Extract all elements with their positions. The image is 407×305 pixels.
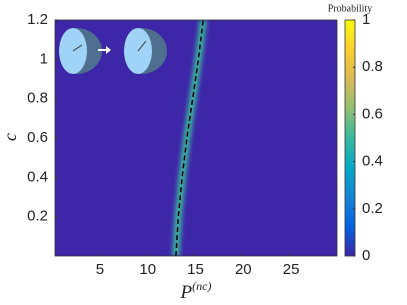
x-label-base: P bbox=[180, 282, 193, 303]
arrow bbox=[98, 46, 111, 54]
colorbar-tick-label: 0.6 bbox=[362, 105, 383, 122]
x-label-superscript: (nc) bbox=[192, 279, 211, 293]
colorbar-tick-label: 0.8 bbox=[362, 58, 383, 75]
x-axis-label: P(nc) bbox=[180, 279, 212, 304]
y-axis-label: c bbox=[0, 133, 20, 141]
insets bbox=[59, 28, 167, 74]
plot-area bbox=[55, 20, 337, 256]
colorbar-label: Probability bbox=[328, 3, 372, 14]
hemisphere-needle bbox=[137, 40, 147, 52]
y-tick-label: 1 bbox=[40, 50, 48, 67]
colorbar-tick-label: 0.2 bbox=[362, 200, 383, 217]
colorbar bbox=[344, 19, 356, 257]
x-tick-label: 25 bbox=[283, 261, 300, 278]
colorbar-tick-label: 0.4 bbox=[362, 153, 383, 170]
y-tick-label: 1.2 bbox=[27, 11, 48, 28]
y-tick-label: 0.8 bbox=[27, 90, 48, 107]
y-tick-label: 0.2 bbox=[27, 208, 48, 225]
colorbar-tick-label: 0 bbox=[362, 247, 370, 264]
probability-ridge bbox=[172, 20, 207, 256]
y-tick-label: 0.6 bbox=[27, 129, 48, 146]
y-tick-label: 0.4 bbox=[27, 168, 48, 185]
x-tick-label: 20 bbox=[235, 261, 252, 278]
x-tick-label: 15 bbox=[187, 261, 204, 278]
x-tick-label: 5 bbox=[96, 261, 104, 278]
hemisphere-needle bbox=[72, 44, 83, 52]
colorbar-tick-label: 1 bbox=[362, 11, 370, 28]
x-tick-label: 10 bbox=[139, 261, 156, 278]
